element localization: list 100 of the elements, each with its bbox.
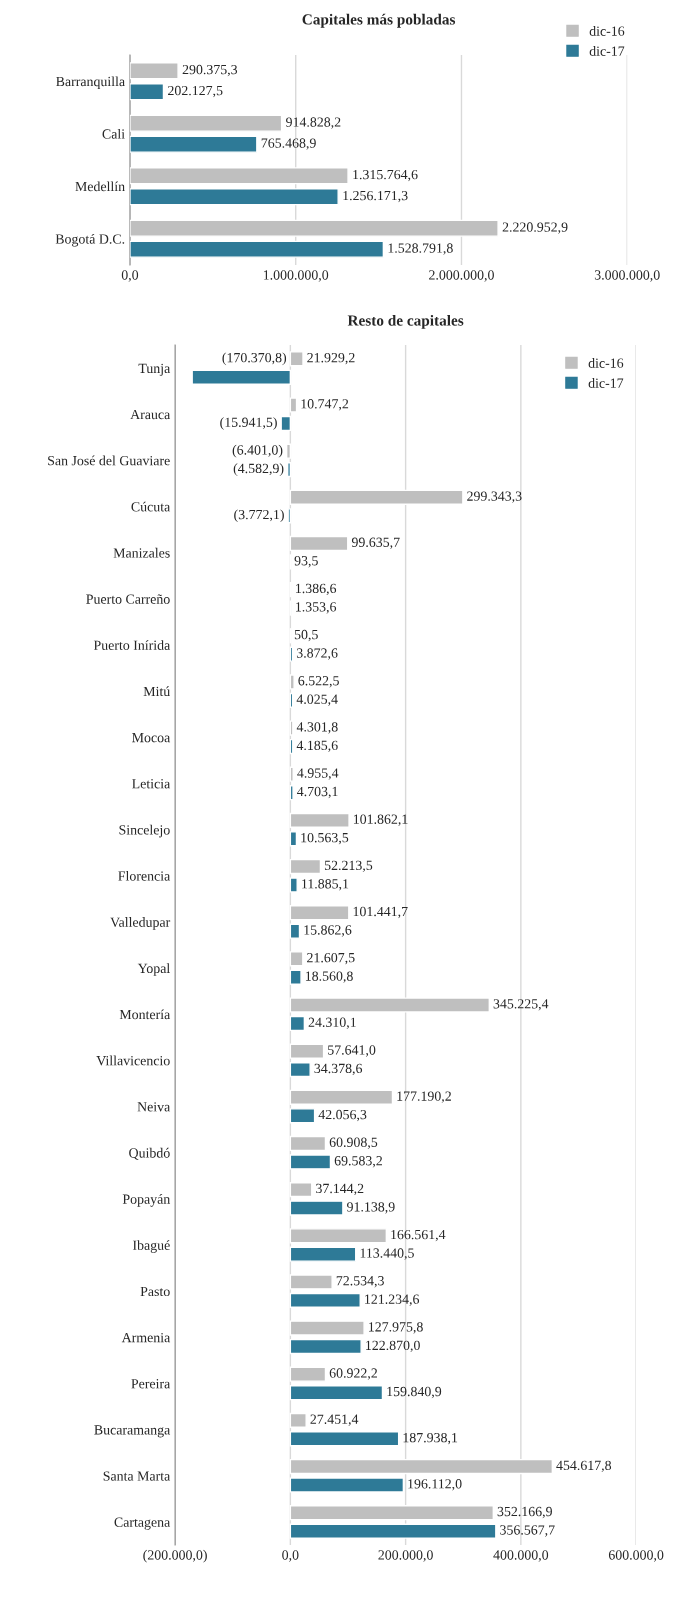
data-label: 11.885,1 — [302, 879, 349, 891]
y-tick-label: Montería — [119, 1009, 171, 1020]
bar — [129, 188, 339, 206]
bar — [289, 489, 464, 505]
bar — [289, 1089, 394, 1105]
data-label: 202.127,5 — [168, 85, 223, 98]
data-label: 290.375,3 — [182, 64, 238, 77]
chart-title: Capitales más pobladas — [302, 13, 456, 28]
y-tick-label: Quibdó — [129, 1147, 170, 1160]
data-label: 1.353,6 — [296, 602, 337, 614]
data-label: 3.872,6 — [296, 648, 338, 660]
y-tick-label: Cartagena — [114, 1517, 171, 1530]
y-tick-label: Santa Marta — [103, 1471, 171, 1481]
data-label: 21.929,2 — [307, 352, 355, 365]
bar — [289, 1338, 362, 1355]
bar — [129, 83, 165, 101]
bar — [129, 167, 349, 185]
bar — [289, 1477, 405, 1493]
bar — [285, 443, 292, 459]
data-label: 57.641,0 — [328, 1045, 376, 1057]
data-label: 4.185,6 — [296, 740, 338, 753]
data-label: 4.301,8 — [296, 722, 338, 734]
y-tick-label: Barranquilla — [56, 76, 125, 90]
bar — [289, 1043, 325, 1059]
data-label: 122.870,0 — [366, 1340, 420, 1353]
bar — [280, 415, 292, 432]
legend-label: dic-16 — [589, 26, 625, 36]
data-label: 91.138,9 — [347, 1202, 395, 1214]
data-label: 1.386,6 — [296, 583, 337, 596]
bar — [191, 369, 292, 385]
data-label: 93,5 — [294, 556, 318, 568]
y-tick-label: San José del Guaviare — [48, 455, 170, 466]
y-tick-label: Mocoa — [132, 733, 171, 743]
y-tick-label: Pereira — [131, 1379, 171, 1389]
bar — [289, 1292, 361, 1309]
bar — [129, 62, 179, 80]
bar — [289, 1154, 332, 1170]
x-tick-label: 2.000.000,0 — [429, 270, 494, 282]
bar — [289, 1015, 306, 1032]
data-label: 60.908,5 — [329, 1137, 378, 1149]
data-label: 4.955,4 — [297, 768, 339, 780]
data-label: 121.234,6 — [365, 1294, 420, 1306]
x-tick-label: 0,0 — [121, 270, 139, 282]
x-tick-label: 1.000.000,0 — [263, 270, 329, 282]
data-label: 18.560,8 — [305, 971, 353, 983]
data-label: 6.522,5 — [298, 676, 339, 688]
x-tick-label: 200.000,0 — [378, 1550, 433, 1562]
bar — [287, 461, 292, 478]
data-label: 50,5 — [294, 629, 318, 642]
bar — [289, 1108, 316, 1124]
y-tick-label: Sincelejo — [119, 824, 170, 838]
y-tick-label: Tunja — [138, 363, 171, 376]
bar — [289, 1412, 307, 1429]
y-tick-label: Ibagué — [132, 1240, 170, 1253]
bar — [289, 969, 302, 985]
bar — [287, 508, 292, 524]
bar — [289, 1246, 357, 1262]
data-label: 352.166,9 — [497, 1506, 552, 1519]
data-label: 159.840,9 — [387, 1386, 442, 1399]
bar — [289, 1366, 327, 1382]
bar — [289, 1320, 365, 1336]
bar — [129, 135, 258, 153]
data-label: (15.941,5) — [220, 417, 277, 430]
data-label: (3.772,1) — [234, 509, 284, 523]
data-label: 299.343,3 — [467, 491, 522, 503]
bar — [289, 905, 350, 921]
bar — [289, 858, 322, 875]
data-label: (170.370,8) — [222, 352, 287, 366]
bar — [289, 1135, 327, 1152]
data-label: 15.862,6 — [304, 925, 352, 937]
data-label: 101.862,1 — [353, 814, 408, 826]
bar — [289, 351, 304, 367]
y-tick-label: Neiva — [137, 1102, 171, 1112]
legend-label: dic-17 — [589, 46, 625, 56]
bar — [289, 1228, 388, 1244]
bar — [129, 219, 499, 237]
bar — [289, 812, 350, 829]
y-tick-label: Yopal — [137, 963, 170, 976]
bar — [289, 1505, 494, 1521]
y-tick-label: Bogotá D.C. — [55, 233, 125, 247]
y-tick-label: Valledupar — [110, 917, 171, 930]
x-tick-label: 600.000,0 — [608, 1550, 664, 1562]
data-label: (4.582,9) — [233, 463, 284, 476]
data-label: 99.635,7 — [351, 537, 400, 549]
y-tick-label: Cali — [102, 128, 125, 139]
data-label: 1.315.764,6 — [353, 169, 418, 182]
data-label: 101.441,7 — [353, 906, 408, 919]
y-tick-label: Florencia — [118, 870, 171, 881]
data-label: (6.401,0) — [232, 444, 283, 458]
bar — [289, 923, 301, 939]
data-label: 27.451,4 — [310, 1414, 359, 1426]
data-label: 72.534,3 — [336, 1276, 384, 1288]
x-tick-label: 3.000.000,0 — [594, 270, 660, 282]
bar — [289, 397, 298, 413]
data-label: 21.607,5 — [307, 952, 355, 965]
data-label: 2.220.952,9 — [502, 222, 568, 234]
y-tick-label: Armenia — [121, 1332, 171, 1343]
data-label: 914.828,2 — [286, 117, 341, 129]
bar — [289, 951, 304, 967]
bar — [289, 831, 298, 847]
